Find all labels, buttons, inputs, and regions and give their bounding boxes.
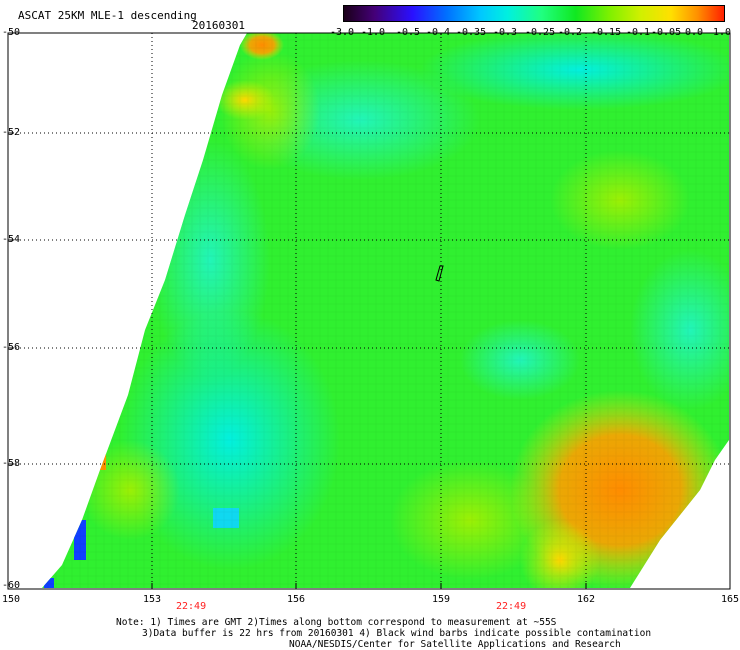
lat-label: -52 (2, 127, 21, 138)
pass-time-label: 22:49 (176, 601, 207, 612)
lat-label: -54 (2, 234, 21, 245)
colorbar-label: -0.2 (558, 27, 583, 38)
lat-label: -50 (2, 27, 21, 38)
graticule (8, 33, 730, 589)
map-border (7, 32, 731, 590)
lat-label: -60 (2, 580, 21, 591)
product-title: ASCAT 25KM MLE-1 descending (18, 9, 197, 22)
colorbar-label: -1.0 (361, 27, 386, 38)
tick-marks (8, 132, 587, 589)
colorbar-label: -0.25 (525, 27, 556, 38)
lat-label: -58 (2, 458, 21, 469)
colorbar-label: -0.1 (626, 27, 651, 38)
colorbar-label: 0.0 (685, 27, 704, 38)
colorbar-label: -0.05 (651, 27, 682, 38)
contamination-marker-icon (435, 265, 444, 282)
pass-time-label: 22:49 (496, 601, 527, 612)
wind-swath (42, 33, 729, 588)
footer-note-line2: 3)Data buffer is 22 hrs from 20160301 4)… (142, 628, 652, 639)
footer-note-line1: Note: 1) Times are GMT 2)Times along bot… (116, 617, 557, 628)
colorbar-label: -0.5 (396, 27, 421, 38)
colorbar-label: 1.0 (713, 27, 732, 38)
lon-label: 159 (432, 594, 451, 605)
product-date: 20160301 (192, 19, 245, 32)
colorbar-label: -0.15 (591, 27, 622, 38)
lon-label: 156 (287, 594, 306, 605)
lon-label: 165 (721, 594, 740, 605)
lon-label: 150 (2, 594, 21, 605)
colorbar-label: -3.0 (330, 27, 355, 38)
colorbar-gradient (344, 6, 724, 21)
colorbar (343, 5, 725, 22)
lon-label: 162 (577, 594, 596, 605)
colorbar-label: -0.4 (426, 27, 451, 38)
lat-label: -56 (2, 342, 21, 353)
lon-label: 153 (143, 594, 162, 605)
colorbar-label: -0.3 (493, 27, 518, 38)
footer-credit: NOAA/NESDIS/Center for Satellite Applica… (289, 639, 621, 650)
colorbar-label: -0.35 (456, 27, 487, 38)
